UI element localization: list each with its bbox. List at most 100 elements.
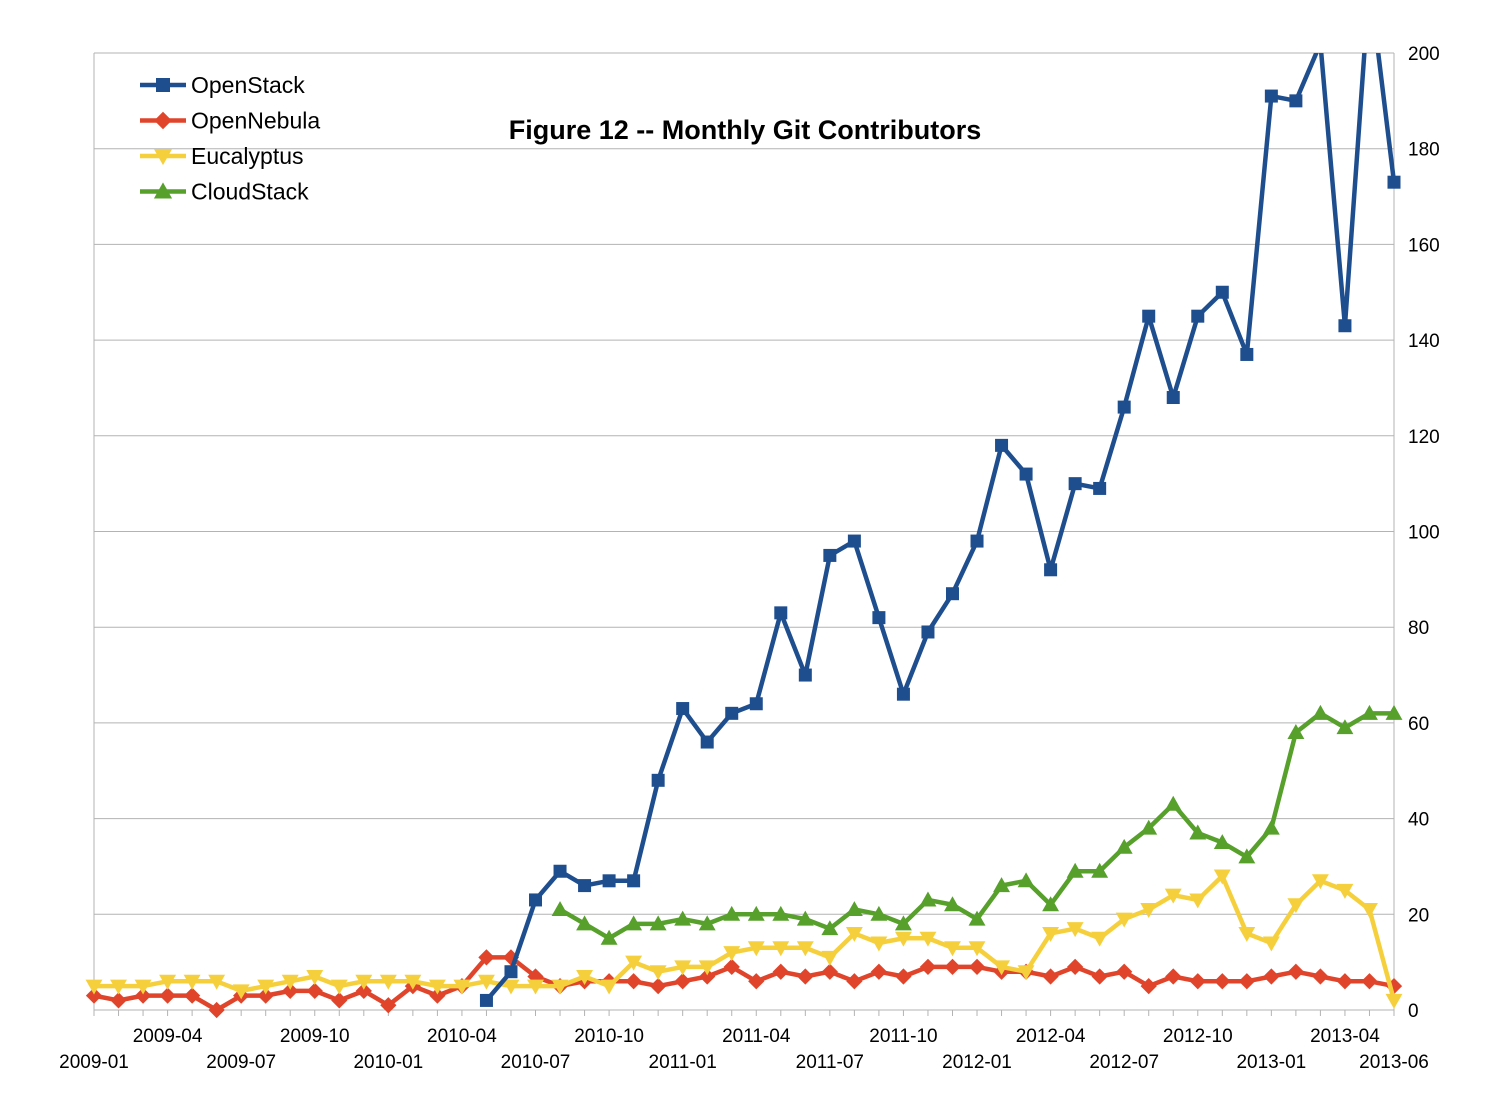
data-point-opennebula-2011-11 xyxy=(919,958,937,976)
data-point-opennebula-2010-01 xyxy=(380,997,397,1014)
data-point-cloudstack-2013-01 xyxy=(1262,819,1280,835)
series-cloudstack xyxy=(551,704,1403,945)
data-point-eucalyptus-2012-08 xyxy=(1140,903,1158,918)
data-point-opennebula-2012-08 xyxy=(1140,977,1157,995)
data-point-eucalyptus-2012-04 xyxy=(1042,926,1060,942)
data-point-openstack-2012-10 xyxy=(1191,309,1205,323)
data-point-openstack-2012-06 xyxy=(1093,481,1107,495)
data-point-eucalyptus-2011-02 xyxy=(698,960,716,976)
data-point-opennebula-2010-12 xyxy=(650,977,667,995)
data-point-opennebula-2010-03 xyxy=(429,987,446,1004)
data-point-cloudstack-2011-02 xyxy=(698,915,716,931)
data-point-eucalyptus-2013-02 xyxy=(1287,898,1305,914)
data-point-eucalyptus-2010-03 xyxy=(428,979,446,995)
data-point-eucalyptus-2010-09 xyxy=(576,970,594,985)
data-point-opennebula-2012-06 xyxy=(1091,968,1108,985)
data-point-openstack-2011-09 xyxy=(872,611,886,625)
data-point-eucalyptus-2009-01 xyxy=(85,979,103,995)
data-point-eucalyptus-2012-11 xyxy=(1213,869,1231,885)
data-point-eucalyptus-2011-07 xyxy=(821,950,839,966)
data-point-eucalyptus-2012-06 xyxy=(1091,931,1109,947)
data-point-cloudstack-2012-05 xyxy=(1066,862,1084,878)
data-point-eucalyptus-2012-07 xyxy=(1115,912,1133,928)
data-point-eucalyptus-2010-04 xyxy=(453,979,471,995)
x-tick-label: 2009-04 xyxy=(133,1026,203,1047)
gridlines xyxy=(94,52,1394,915)
legend: OpenStack OpenNebula Eucalyptus CloudStack xyxy=(140,72,320,205)
data-point-openstack-2013-04 xyxy=(1338,319,1352,333)
data-point-opennebula-2009-08 xyxy=(257,987,274,1004)
data-point-opennebula-2012-09 xyxy=(1165,968,1182,985)
data-point-opennebula-2009-05 xyxy=(183,987,201,1004)
legend-label: CloudStack xyxy=(191,179,309,205)
data-point-eucalyptus-2011-04 xyxy=(747,941,765,957)
data-point-eucalyptus-2013-01 xyxy=(1262,936,1280,952)
data-point-cloudstack-2013-03 xyxy=(1311,704,1329,720)
x-tick-label: 2009-07 xyxy=(206,1052,276,1073)
legend-item-eucalyptus: Eucalyptus xyxy=(140,143,304,169)
data-point-eucalyptus-2009-10 xyxy=(306,970,324,985)
series-openstack xyxy=(479,37,1401,1007)
series-eucalyptus xyxy=(85,869,1403,1009)
data-point-cloudstack-2013-06 xyxy=(1385,704,1403,720)
data-point-cloudstack-2010-10 xyxy=(600,929,618,945)
data-point-cloudstack-2011-03 xyxy=(723,905,741,921)
data-point-openstack-2013-02 xyxy=(1289,94,1303,108)
data-point-opennebula-2009-06 xyxy=(208,1001,225,1019)
data-point-eucalyptus-2010-02 xyxy=(404,974,422,990)
series-line-openstack xyxy=(484,53,1397,1002)
data-point-cloudstack-2011-11 xyxy=(919,891,937,907)
data-point-eucalyptus-2013-04 xyxy=(1336,883,1354,899)
x-tick-label: 2010-10 xyxy=(574,1026,644,1047)
data-point-openstack-2011-01 xyxy=(676,702,690,716)
series-group xyxy=(85,37,1403,1019)
data-point-openstack-2013-06 xyxy=(1387,175,1401,189)
legend-label: OpenStack xyxy=(191,72,305,98)
x-tick-label: 2011-01 xyxy=(649,1052,717,1073)
data-point-cloudstack-2010-11 xyxy=(625,915,643,931)
x-tick-label: 2010-01 xyxy=(353,1052,423,1073)
data-point-opennebula-2011-12 xyxy=(944,958,961,976)
data-point-eucalyptus-2013-03 xyxy=(1311,874,1329,890)
data-point-opennebula-2013-03 xyxy=(1312,968,1329,985)
data-point-openstack-2011-10 xyxy=(896,687,910,701)
legend-marker-icon xyxy=(156,78,170,92)
data-point-cloudstack-2012-02 xyxy=(993,877,1010,893)
y-tick-label: 80 xyxy=(1408,618,1429,639)
data-point-openstack-2012-01 xyxy=(970,534,984,548)
y-tick-label: 20 xyxy=(1408,905,1429,926)
data-point-eucalyptus-2009-07 xyxy=(232,984,250,1000)
data-point-opennebula-2009-02 xyxy=(110,992,127,1009)
data-point-openstack-2011-07 xyxy=(823,548,837,562)
data-point-opennebula-2011-04 xyxy=(748,973,765,990)
data-point-cloudstack-2013-05 xyxy=(1361,704,1378,720)
x-tick-label: 2012-04 xyxy=(1016,1026,1086,1047)
data-point-opennebula-2011-05 xyxy=(772,963,789,980)
legend-label: OpenNebula xyxy=(191,108,320,134)
legend-marker-icon xyxy=(153,149,173,166)
data-point-cloudstack-2011-06 xyxy=(796,910,814,926)
data-point-opennebula-2011-07 xyxy=(821,963,838,980)
data-point-eucalyptus-2011-06 xyxy=(796,941,814,957)
x-tick-label: 2013-01 xyxy=(1236,1052,1306,1073)
data-point-opennebula-2011-08 xyxy=(846,973,863,990)
data-point-eucalyptus-2012-02 xyxy=(993,960,1010,976)
data-point-cloudstack-2011-01 xyxy=(674,910,692,926)
data-point-eucalyptus-2010-05 xyxy=(478,974,495,990)
data-point-openstack-2012-11 xyxy=(1215,285,1229,299)
data-point-eucalyptus-2012-01 xyxy=(968,941,986,957)
x-tick-label: 2009-10 xyxy=(280,1026,350,1047)
x-tick-label: 2010-07 xyxy=(501,1052,571,1073)
data-point-eucalyptus-2010-01 xyxy=(379,974,397,990)
data-point-openstack-2013-03 xyxy=(1314,37,1327,50)
data-point-openstack-2010-05 xyxy=(479,993,493,1007)
x-tick-label: 2012-10 xyxy=(1163,1026,1233,1047)
data-point-opennebula-2009-11 xyxy=(331,992,348,1009)
data-point-opennebula-2012-11 xyxy=(1214,973,1231,990)
legend-marker-icon xyxy=(153,182,173,199)
data-point-eucalyptus-2012-05 xyxy=(1066,922,1084,938)
y-tick-label: 40 xyxy=(1408,810,1429,831)
data-point-opennebula-2011-10 xyxy=(895,968,912,985)
x-tick-label: 2012-07 xyxy=(1089,1052,1159,1073)
data-point-opennebula-2013-04 xyxy=(1336,973,1354,990)
